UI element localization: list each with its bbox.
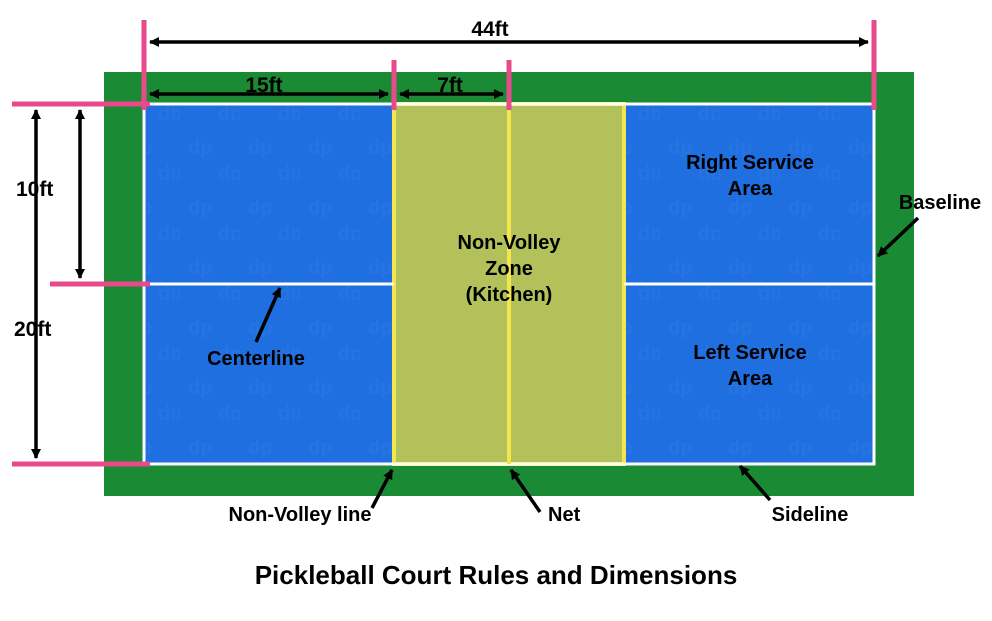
dim-7ft: 7ft — [437, 72, 463, 99]
label-left-service: Left Service Area — [693, 340, 806, 392]
label-centerline: Centerline — [207, 346, 305, 372]
dim-44ft: 44ft — [471, 16, 508, 43]
diagram-title: Pickleball Court Rules and Dimensions — [0, 560, 992, 591]
diagram-canvas: dpdp 44ft 15ft 7ft 10ft 20ft Right Servi… — [0, 0, 992, 621]
label-sideline: Sideline — [772, 502, 849, 528]
label-right-service: Right Service Area — [686, 150, 814, 202]
dim-20ft: 20ft — [14, 316, 51, 343]
dim-10ft: 10ft — [16, 176, 53, 203]
label-baseline: Baseline — [899, 190, 981, 216]
dim-15ft: 15ft — [245, 72, 282, 99]
label-non-volley-line: Non-Volley line — [229, 502, 372, 528]
label-net: Net — [548, 502, 580, 528]
label-non-volley-zone: Non-Volley Zone (Kitchen) — [458, 230, 561, 308]
